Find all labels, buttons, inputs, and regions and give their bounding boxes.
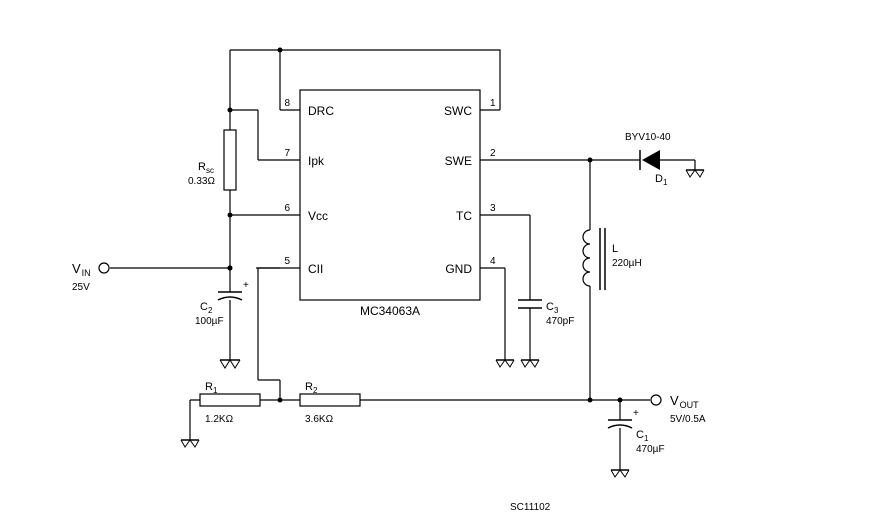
r1-val: 1.2KΩ	[205, 414, 234, 425]
pin3-name: TC	[456, 209, 472, 223]
rsc-resistor	[224, 130, 236, 190]
pin1-num: 1	[490, 98, 496, 109]
c3-val: 470pF	[546, 316, 574, 327]
vin-value: 25V	[72, 282, 90, 293]
pin5-num: 5	[284, 256, 290, 267]
pin7-num: 7	[284, 148, 290, 159]
d1-diode	[642, 150, 660, 170]
pin5-name: CII	[308, 262, 323, 276]
vout-terminal	[651, 395, 661, 405]
l-val: 220µH	[612, 258, 642, 269]
pin8-name: DRC	[308, 104, 334, 118]
pin3-num: 3	[490, 203, 496, 214]
r2-resistor	[300, 394, 360, 406]
pin2-name: SWE	[445, 154, 472, 168]
c1-val: 470µF	[636, 444, 665, 455]
doc-id: SC11102	[510, 502, 551, 513]
wire-swc-drc	[280, 50, 500, 110]
c3-ref: C3	[546, 301, 559, 315]
c1-plus: +	[633, 408, 639, 419]
r1-ref: R1	[205, 381, 218, 395]
pin4-num: 4	[490, 256, 496, 267]
c2-plus: +	[243, 280, 249, 291]
r1-resistor	[200, 394, 260, 406]
pin7-name: Ipk	[308, 154, 325, 168]
vin-terminal	[99, 263, 109, 273]
pin6-num: 6	[284, 203, 290, 214]
vout-value: 5V/0.5A	[670, 414, 706, 425]
pin4-name: GND	[445, 262, 472, 276]
rsc-val: 0.33Ω	[188, 176, 215, 187]
r2-ref: R2	[305, 381, 318, 395]
c1-ref: C1	[636, 429, 649, 443]
d1-ref: D1	[655, 173, 668, 187]
pin2-num: 2	[490, 148, 496, 159]
l-ref: L	[612, 243, 618, 255]
ic-partnum: MC34063A	[360, 304, 420, 318]
vin-label: VIN	[72, 261, 91, 278]
c2-val: 100µF	[195, 316, 224, 327]
pin1-name: SWC	[444, 104, 472, 118]
d1-part: BYV10-40	[625, 132, 671, 143]
rsc-ref: Rsc	[198, 161, 214, 175]
r2-val: 3.6KΩ	[305, 414, 334, 425]
schematic-canvas: MC34063A 8 DRC 7 Ipk 6 Vcc 5 CII 1 SWC 2…	[0, 0, 874, 528]
vout-label: VOUT	[670, 393, 699, 410]
c2-ref: C2	[200, 301, 213, 315]
pin6-name: Vcc	[308, 209, 328, 223]
pin8-num: 8	[284, 98, 290, 109]
inductor	[583, 230, 590, 286]
